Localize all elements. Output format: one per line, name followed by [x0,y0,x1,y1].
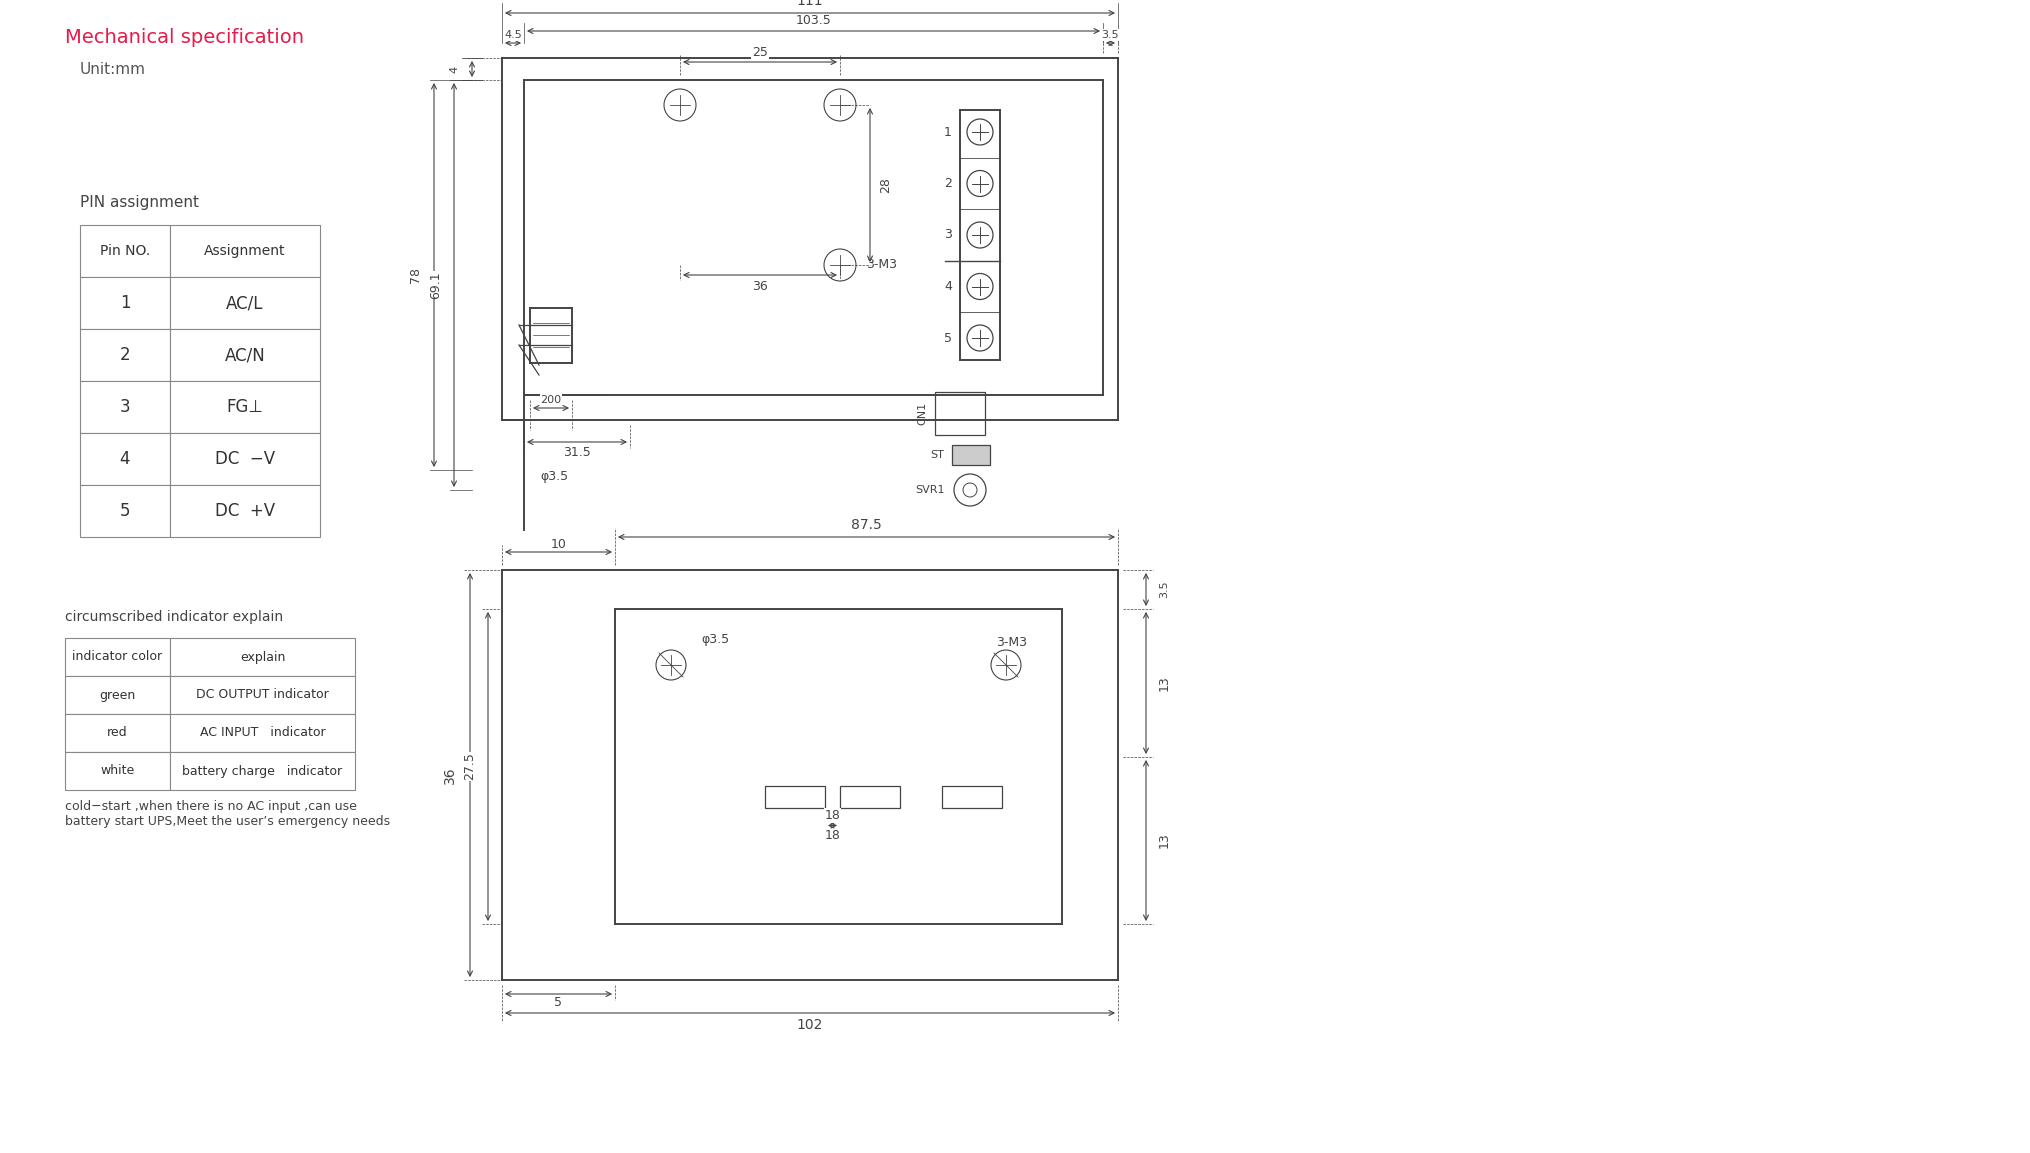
Text: CN1: CN1 [918,402,928,425]
Text: 36: 36 [753,280,767,294]
Text: 10: 10 [550,537,566,550]
Text: Pin NO.: Pin NO. [99,244,150,258]
Text: 13: 13 [1157,832,1171,849]
Text: 102: 102 [798,1018,824,1032]
Bar [840,785,899,807]
Text: 111: 111 [796,0,824,8]
Bar [171,752,355,790]
Bar [171,638,355,676]
Text: φ3.5: φ3.5 [700,633,729,647]
Text: Mechanical specification: Mechanical specification [65,28,304,47]
Bar [79,225,171,277]
Text: 3.5: 3.5 [1159,581,1169,598]
Bar [942,785,1003,807]
Text: DC OUTPUT indicator: DC OUTPUT indicator [197,688,329,701]
Text: 3-M3: 3-M3 [867,258,897,271]
Text: PIN assignment: PIN assignment [79,195,199,210]
Text: 4: 4 [120,450,130,468]
Text: battery charge   indicator: battery charge indicator [183,764,343,777]
Text: 3.5: 3.5 [1102,30,1119,40]
Text: 5: 5 [120,502,130,520]
Bar [65,752,171,790]
Text: 1: 1 [944,126,952,138]
Text: 2: 2 [120,346,130,364]
Text: 18: 18 [824,809,840,822]
Text: 4: 4 [449,66,459,73]
Bar [171,714,355,752]
Text: circumscribed indicator explain: circumscribed indicator explain [65,610,282,624]
Bar [171,485,321,537]
Bar [171,329,321,380]
Text: explain: explain [240,650,284,663]
Bar [171,434,321,485]
Text: FG⊥: FG⊥ [227,398,264,416]
Text: 5: 5 [554,995,562,1009]
Text: 5: 5 [944,332,952,345]
Text: SVR1: SVR1 [916,485,946,495]
Text: 2: 2 [944,178,952,190]
Text: 200: 200 [540,395,562,405]
Text: white: white [99,764,134,777]
Bar [171,380,321,434]
Bar [79,434,171,485]
Text: 13: 13 [1157,676,1171,691]
Bar [171,225,321,277]
Bar [952,445,991,465]
Text: Assignment: Assignment [205,244,286,258]
Bar [765,785,824,807]
Text: 36: 36 [443,767,457,784]
Text: ST: ST [930,450,944,460]
Text: 1: 1 [120,294,130,312]
Text: φ3.5: φ3.5 [540,470,568,483]
Text: 28: 28 [879,178,893,193]
Text: 18: 18 [824,829,840,842]
Bar [79,380,171,434]
Text: Unit:mm: Unit:mm [79,62,146,77]
Text: 87.5: 87.5 [851,518,881,532]
Bar [65,714,171,752]
Text: DC  −V: DC −V [215,450,274,468]
Text: AC/N: AC/N [225,346,266,364]
Text: 103.5: 103.5 [796,15,832,28]
Text: 3: 3 [944,228,952,241]
Text: 69.1: 69.1 [430,271,443,299]
Bar [65,676,171,714]
Text: 3: 3 [120,398,130,416]
Bar [65,638,171,676]
Text: 4: 4 [944,280,952,293]
Text: cold−start ,when there is no AC input ,can use
battery start UPS,Meet the user’s: cold−start ,when there is no AC input ,c… [65,800,390,828]
Bar [79,329,171,380]
Text: 27.5: 27.5 [463,753,477,781]
Text: indicator color: indicator color [73,650,162,663]
Text: 78: 78 [410,267,422,282]
Bar [171,676,355,714]
Text: 3-M3: 3-M3 [997,636,1027,649]
Text: green: green [99,688,136,701]
Text: DC  +V: DC +V [215,502,274,520]
Text: 31.5: 31.5 [562,445,591,459]
Text: AC/L: AC/L [225,294,264,312]
Bar [936,392,985,435]
Bar [79,277,171,329]
Bar [79,485,171,537]
Text: 25: 25 [751,45,767,59]
Bar [171,277,321,329]
Text: red: red [108,726,128,739]
Text: 4.5: 4.5 [503,30,522,40]
Text: AC INPUT   indicator: AC INPUT indicator [199,726,325,739]
